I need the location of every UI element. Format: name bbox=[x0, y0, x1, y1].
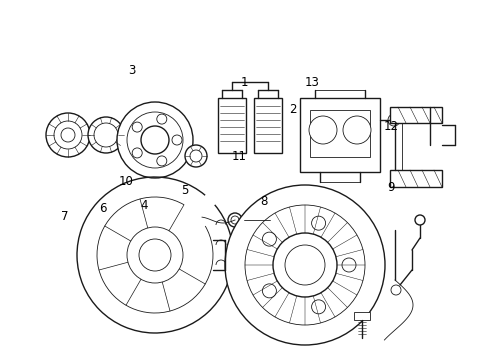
Circle shape bbox=[184, 145, 206, 167]
Text: 4: 4 bbox=[140, 199, 148, 212]
Circle shape bbox=[46, 113, 90, 157]
Polygon shape bbox=[389, 170, 441, 187]
Circle shape bbox=[224, 185, 384, 345]
Text: 3: 3 bbox=[128, 64, 136, 77]
Circle shape bbox=[230, 216, 239, 224]
Circle shape bbox=[61, 128, 75, 142]
Text: 2: 2 bbox=[288, 103, 296, 116]
Polygon shape bbox=[218, 98, 245, 153]
Circle shape bbox=[272, 233, 336, 297]
Circle shape bbox=[311, 216, 325, 230]
Circle shape bbox=[117, 102, 193, 178]
Text: 13: 13 bbox=[304, 76, 319, 89]
Text: 7: 7 bbox=[61, 210, 69, 222]
Text: 1: 1 bbox=[240, 76, 248, 89]
Text: 8: 8 bbox=[260, 195, 267, 208]
Circle shape bbox=[341, 258, 355, 272]
Circle shape bbox=[172, 135, 182, 145]
Circle shape bbox=[244, 205, 364, 325]
Polygon shape bbox=[389, 107, 441, 123]
Polygon shape bbox=[253, 98, 282, 153]
Polygon shape bbox=[299, 98, 379, 172]
Circle shape bbox=[285, 245, 325, 285]
Circle shape bbox=[190, 150, 202, 162]
Polygon shape bbox=[309, 110, 369, 157]
Circle shape bbox=[132, 148, 142, 158]
Circle shape bbox=[227, 213, 242, 227]
Circle shape bbox=[54, 121, 82, 149]
Circle shape bbox=[94, 123, 118, 147]
Circle shape bbox=[414, 215, 424, 225]
Text: 5: 5 bbox=[181, 184, 188, 197]
Circle shape bbox=[262, 284, 276, 298]
Circle shape bbox=[127, 112, 183, 168]
Text: 12: 12 bbox=[383, 120, 398, 132]
Circle shape bbox=[141, 126, 169, 154]
Circle shape bbox=[127, 227, 183, 283]
Circle shape bbox=[132, 122, 142, 132]
Text: 9: 9 bbox=[386, 181, 394, 194]
Circle shape bbox=[342, 116, 370, 144]
Circle shape bbox=[390, 285, 400, 295]
Circle shape bbox=[262, 232, 276, 246]
Circle shape bbox=[139, 239, 171, 271]
Circle shape bbox=[157, 114, 166, 124]
Circle shape bbox=[387, 114, 399, 126]
Text: 11: 11 bbox=[232, 150, 246, 163]
Circle shape bbox=[311, 300, 325, 314]
Circle shape bbox=[308, 116, 336, 144]
Text: 6: 6 bbox=[99, 202, 106, 215]
Polygon shape bbox=[353, 312, 369, 320]
Circle shape bbox=[157, 156, 166, 166]
Text: 10: 10 bbox=[119, 175, 133, 188]
Circle shape bbox=[88, 117, 124, 153]
